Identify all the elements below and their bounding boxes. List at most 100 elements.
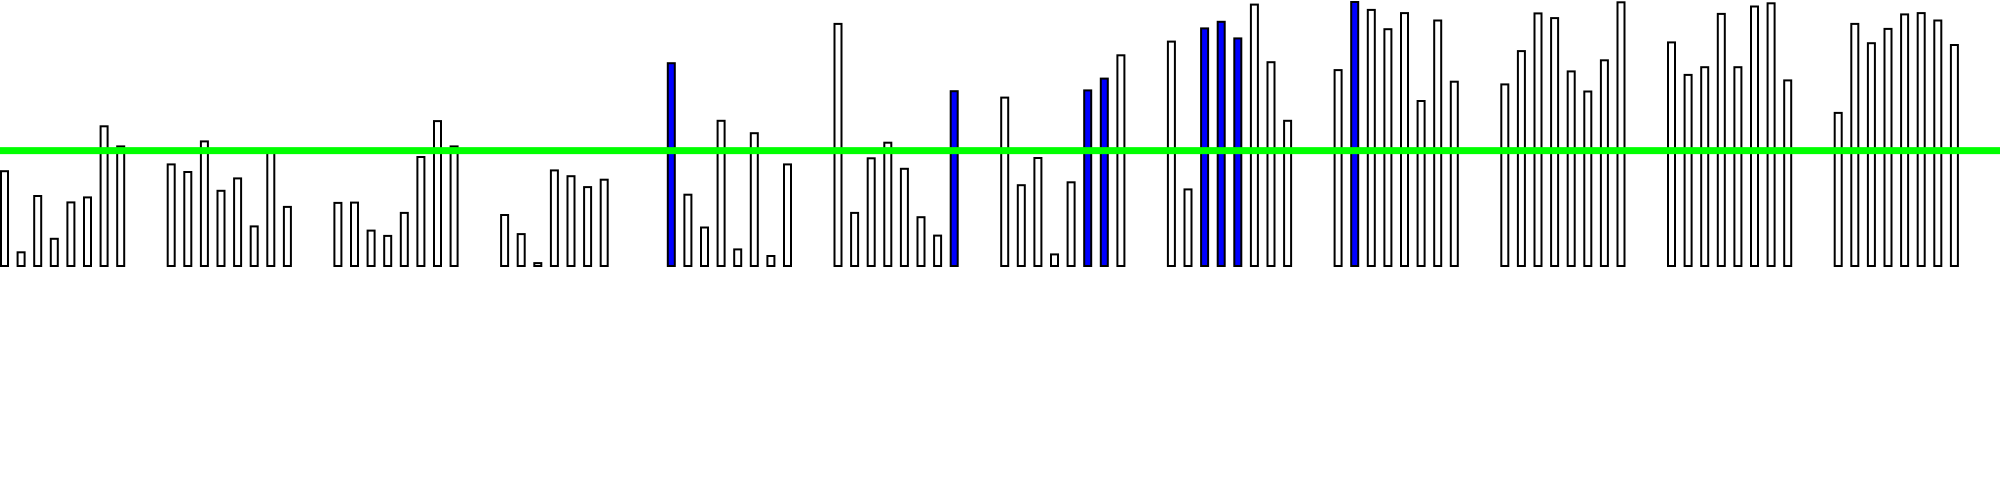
bar <box>549 169 559 267</box>
bar <box>1700 66 1710 267</box>
bar-highlighted <box>949 90 959 267</box>
bar <box>583 186 593 268</box>
bar <box>1033 157 1043 267</box>
bar <box>700 226 709 267</box>
bar <box>1850 22 1860 268</box>
bar <box>216 189 226 267</box>
bar-highlighted <box>1099 77 1109 267</box>
bar <box>1016 184 1026 267</box>
bar <box>1183 188 1193 267</box>
bars-layer <box>0 1 1959 268</box>
bar <box>99 125 109 267</box>
bar <box>1433 19 1443 267</box>
bar <box>83 196 92 267</box>
bar <box>500 214 510 267</box>
bar <box>1916 12 1926 267</box>
bar <box>266 151 276 267</box>
bar-group <box>1166 3 1293 268</box>
bar <box>49 237 59 268</box>
bar <box>16 251 26 268</box>
bar <box>199 140 209 267</box>
bar <box>1583 90 1593 267</box>
bar <box>1933 19 1943 267</box>
bar <box>449 145 459 267</box>
bar <box>1750 5 1759 267</box>
bar <box>366 229 376 268</box>
bar <box>1949 44 1959 267</box>
bar <box>0 170 9 267</box>
bar <box>66 201 76 267</box>
bar <box>683 193 693 267</box>
bar <box>333 201 343 267</box>
bar <box>399 211 409 267</box>
bar <box>350 201 359 268</box>
bar-highlighted <box>1216 20 1226 267</box>
bar <box>566 175 576 267</box>
bar <box>599 178 609 267</box>
bar <box>1249 3 1259 267</box>
bar-group <box>666 62 792 268</box>
bar <box>1683 73 1693 268</box>
bar <box>850 211 860 267</box>
bar <box>183 171 193 267</box>
bar-group <box>0 125 126 268</box>
bar <box>1366 8 1376 268</box>
bar <box>1533 12 1543 268</box>
bar <box>1333 69 1343 267</box>
bar <box>416 156 426 267</box>
bar-highlighted <box>1083 89 1093 268</box>
bar <box>1416 100 1426 267</box>
bar-group <box>1000 54 1126 268</box>
bar-group <box>333 120 459 268</box>
bar <box>1000 96 1010 267</box>
bar <box>916 216 926 267</box>
bar-highlighted <box>666 62 676 268</box>
bar-group <box>833 22 959 268</box>
bar <box>1667 41 1676 268</box>
bar <box>1050 253 1059 267</box>
bar <box>1449 80 1459 267</box>
bar <box>1900 13 1910 268</box>
bar-highlighted <box>1350 1 1360 267</box>
bar <box>733 248 743 267</box>
bar <box>749 132 759 267</box>
bar <box>1283 119 1293 267</box>
bar <box>866 157 876 267</box>
bar <box>899 167 909 267</box>
bar <box>1550 17 1560 267</box>
bar <box>383 234 393 267</box>
bar <box>766 255 776 267</box>
bar <box>833 22 843 268</box>
bar <box>533 262 543 268</box>
bar <box>33 195 43 267</box>
bar <box>1400 12 1409 267</box>
bar <box>166 163 176 267</box>
bar <box>1733 66 1743 267</box>
bar-group <box>1333 1 1459 268</box>
bar <box>1716 12 1726 268</box>
bar <box>1866 42 1876 268</box>
bar <box>1066 181 1076 267</box>
bar <box>1616 1 1626 268</box>
bar <box>1516 50 1526 267</box>
bar <box>783 163 792 267</box>
bar <box>1783 79 1793 268</box>
bar <box>249 225 259 267</box>
bar-group <box>1500 1 1626 268</box>
bar <box>1266 61 1276 268</box>
bar <box>282 205 292 267</box>
bar <box>1116 54 1126 267</box>
bar <box>1599 59 1609 267</box>
bar-group <box>1833 12 1959 268</box>
bar-group <box>500 169 609 268</box>
bar <box>933 234 943 268</box>
bar <box>883 141 893 267</box>
bar-group <box>1667 2 1793 268</box>
bar <box>1766 2 1776 268</box>
bar <box>1500 83 1510 268</box>
bar <box>1833 111 1843 268</box>
bar <box>716 119 726 267</box>
bar <box>116 145 126 267</box>
bar <box>433 120 442 267</box>
